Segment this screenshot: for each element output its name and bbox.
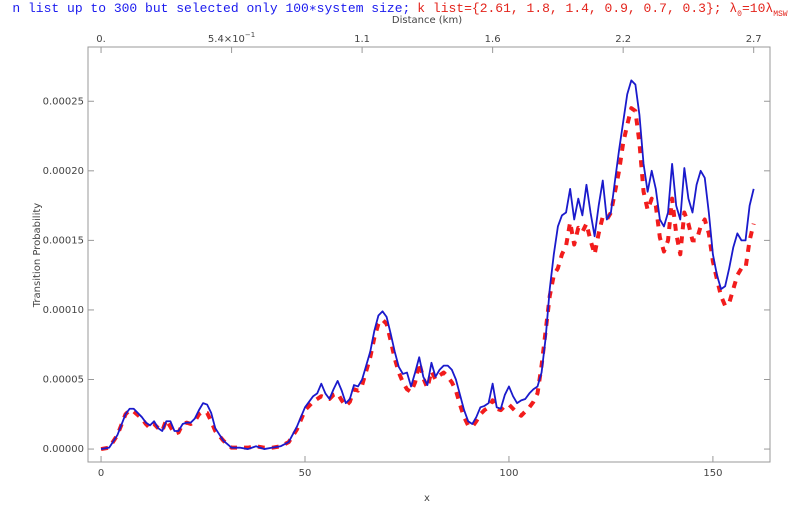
x2-tick-label: 2.7 bbox=[746, 34, 762, 45]
x-tick-label: 100 bbox=[499, 468, 518, 479]
x-axis-label: x bbox=[424, 493, 430, 504]
x2-tick-label-base: 2.7 bbox=[746, 34, 762, 45]
x2-tick-label-base: 1.1 bbox=[354, 34, 370, 45]
series-line bbox=[100, 79, 755, 450]
x2-tick-label: 0. bbox=[96, 34, 106, 45]
x2-tick-label-base: 0. bbox=[96, 34, 106, 45]
y-tick-label: 0.00015 bbox=[43, 235, 84, 246]
x2-tick-label-base: 2.2 bbox=[615, 34, 631, 45]
title-part: n list up to 300 but selected only 100∗s… bbox=[12, 1, 410, 16]
x2-tick-label-base: 5.4×10 bbox=[208, 34, 245, 45]
x2-tick-label-exponent: −1 bbox=[245, 31, 255, 39]
y-tick-label: 0.00025 bbox=[43, 96, 84, 107]
x2-tick-label: 1.1 bbox=[354, 34, 370, 45]
title-part: k list={2.61, 1.8, 1.4, 0.9, 0.7, 0.3}; … bbox=[417, 1, 737, 16]
y-tick-label: 0.00010 bbox=[43, 305, 84, 316]
x-tick-label: 0 bbox=[98, 468, 104, 479]
y-tick-label: 0.00005 bbox=[43, 375, 84, 386]
x2-tick-label: 2.2 bbox=[615, 34, 631, 45]
x2-tick-label: 5.4×10−1 bbox=[208, 31, 255, 45]
x2-tick-label: 1.6 bbox=[485, 34, 501, 45]
x2-axis-label: Distance (km) bbox=[392, 15, 462, 26]
title-part: 0 bbox=[737, 10, 742, 19]
series-line bbox=[100, 106, 756, 452]
title-part: MSW bbox=[773, 10, 788, 19]
x2-tick-label-base: 1.6 bbox=[485, 34, 501, 45]
x-tick-label: 50 bbox=[299, 468, 312, 479]
y-axis-label: Transition Probability bbox=[32, 203, 43, 308]
x-tick-label: 150 bbox=[703, 468, 722, 479]
title-part: =10λ bbox=[742, 1, 773, 16]
plot-frame bbox=[87, 46, 771, 463]
y-tick-label: 0.00000 bbox=[43, 444, 84, 455]
chart-title: n list up to 300 but selected only 100∗s… bbox=[12, 1, 787, 18]
y-tick-label: 0.00020 bbox=[43, 166, 84, 177]
